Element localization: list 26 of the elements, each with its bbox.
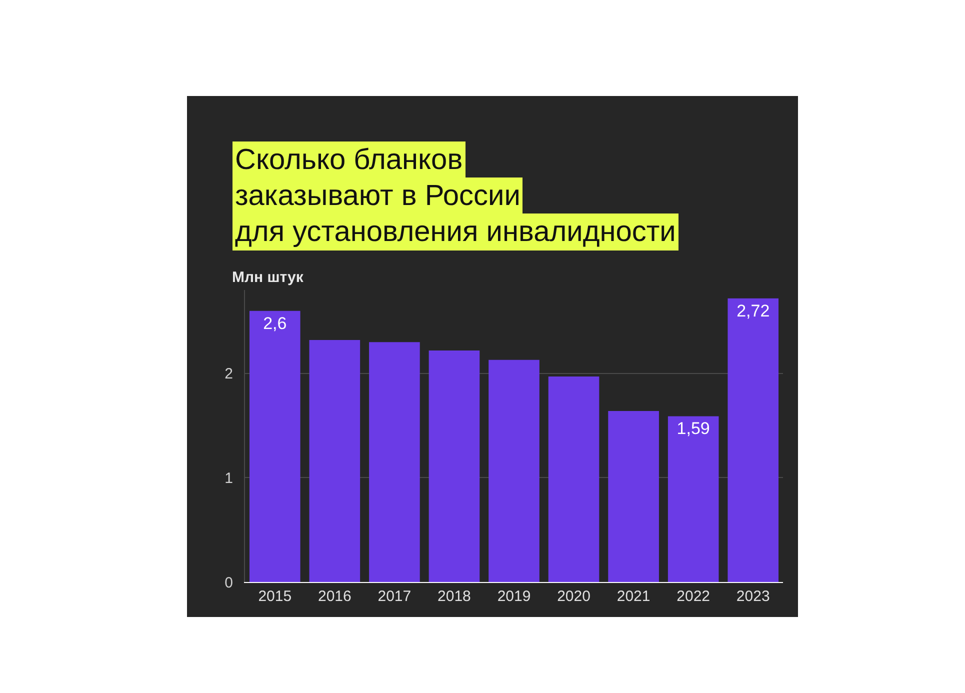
data-label: 1,59 [676, 419, 710, 438]
y-tick-label: 0 [224, 574, 233, 592]
bar [488, 360, 540, 582]
chart-title: Сколько бланков заказывают в России для установления инвалидности [235, 144, 676, 248]
data-label: 2,6 [263, 314, 287, 333]
x-tick-label: 2023 [736, 588, 770, 605]
x-tick-label: 2017 [378, 588, 412, 605]
x-tick-label: 2016 [318, 588, 352, 605]
bar [428, 350, 480, 582]
bar [369, 342, 420, 582]
x-tick-label: 2020 [557, 588, 590, 605]
bar [249, 310, 300, 582]
y-tick-label: 1 [224, 470, 233, 487]
bar [309, 340, 360, 582]
bar [608, 410, 659, 582]
x-tick-label: 2022 [676, 588, 710, 605]
x-tick-label: 2018 [438, 588, 471, 605]
bar [668, 416, 719, 582]
bar [728, 298, 779, 582]
x-tick-label: 2015 [258, 588, 292, 605]
x-tick-label: 2019 [497, 588, 531, 605]
bar [548, 376, 600, 582]
y-tick-label: 2 [224, 366, 233, 383]
data-label: 2,72 [736, 301, 770, 320]
x-tick-label: 2021 [616, 588, 650, 605]
text: Млн штук [232, 269, 304, 286]
